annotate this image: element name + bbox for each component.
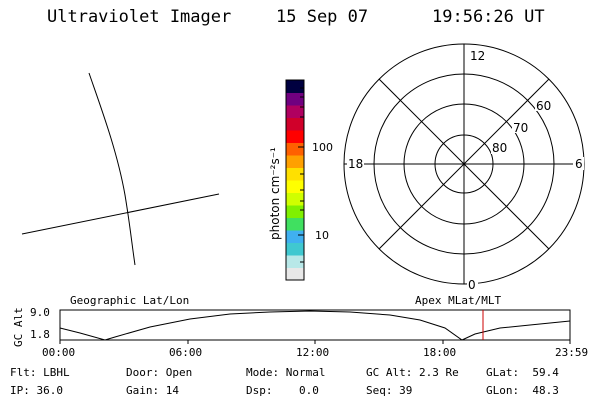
y-tick-9: 9.0 <box>30 306 50 319</box>
mlt-label-6: 6 <box>575 157 583 171</box>
colorbar-strip <box>286 267 304 281</box>
geographic-grid <box>21 72 220 266</box>
x-tick-2359: 23:59 <box>555 346 589 359</box>
colorbar-gradient <box>286 80 304 281</box>
status-flt: Flt: LBHL <box>10 366 70 379</box>
colorbar-strip <box>286 142 304 156</box>
status-glat: GLat: 59.4 <box>486 366 559 379</box>
status-glon: GLon: 48.3 <box>486 384 559 397</box>
lat-label-80: 80 <box>492 141 507 155</box>
altitude-curve <box>59 310 571 341</box>
mlt-label-12: 12 <box>470 49 485 63</box>
status-seq: Seq: 39 <box>366 384 413 397</box>
colorbar-strip <box>286 180 304 193</box>
colorbar-strip <box>286 105 304 118</box>
status-gain: Gain: 14 <box>126 384 179 397</box>
status-mode: Mode: Normal <box>246 366 326 379</box>
colorbar-strip <box>286 217 304 231</box>
colorbar-strip <box>286 117 304 131</box>
colorbar-strip <box>286 230 304 243</box>
colorbar-strip <box>286 192 304 206</box>
longitude-line <box>88 72 136 266</box>
colorbar-strip <box>286 92 304 106</box>
colorbar-tick-100: 100 <box>312 141 333 154</box>
diagonal-2 <box>378 78 550 250</box>
timeline-panel: GC Alt <box>12 307 571 347</box>
lat-label-60: 60 <box>536 99 551 113</box>
status-gc-alt: GC Alt: 2.3 Re <box>366 366 459 379</box>
colorbar-strip <box>286 155 304 168</box>
mlt-label-18: 18 <box>348 157 363 171</box>
gc-alt-axis-label: GC Alt <box>12 307 25 347</box>
latitude-line <box>21 193 220 235</box>
timeline-x-ticks <box>59 340 571 344</box>
colorbar-strip <box>286 205 304 218</box>
colorbar-strip <box>286 80 304 93</box>
lat-label-70: 70 <box>513 121 528 135</box>
instrument-title: Ultraviolet Imager <box>47 7 232 27</box>
colorbar-strip <box>286 255 304 268</box>
colorbar-unit-label: photon cm⁻²s⁻¹ <box>268 147 282 240</box>
colorbar-tick-10: 10 <box>315 229 329 242</box>
polar-labels: 12 18 6 0 60 70 80 <box>348 49 583 292</box>
colorbar: 100 10 photon cm⁻²s⁻¹ <box>268 79 333 281</box>
y-tick-1-8: 1.8 <box>30 328 50 341</box>
x-tick-1800: 18:00 <box>423 346 457 359</box>
timeline-frame <box>59 309 571 341</box>
time-label: 19:56:26 UT <box>432 7 545 27</box>
colorbar-frame <box>285 79 305 281</box>
colorbar-strip <box>286 242 304 256</box>
geographic-grid-title: Geographic Lat/Lon <box>70 294 190 307</box>
polar-plot <box>343 43 585 290</box>
mlt-label-0: 0 <box>468 278 476 292</box>
colorbar-strip <box>286 130 304 143</box>
colorbar-strip <box>286 167 304 181</box>
x-tick-1200: 12:00 <box>296 346 330 359</box>
status-dsp: Dsp: 0.0 <box>246 384 319 397</box>
x-tick-0000: 00:00 <box>42 346 76 359</box>
colorbar-ticks <box>298 87 304 263</box>
status-ip: IP: 36.0 <box>10 384 63 397</box>
date-label: 15 Sep 07 <box>276 7 369 27</box>
apex-grid-title: Apex MLat/MLT <box>415 294 502 307</box>
x-tick-0600: 06:00 <box>169 346 203 359</box>
status-door: Door: Open <box>126 366 193 379</box>
